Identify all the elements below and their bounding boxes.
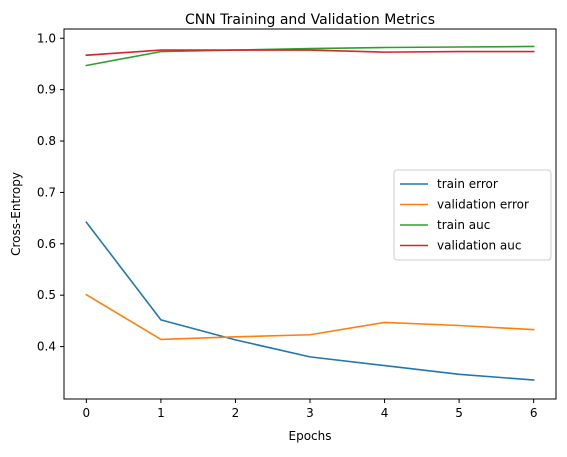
y-tick-label: 0.7: [37, 185, 56, 199]
x-axis: 0 1 2 3 4 5 6: [83, 399, 538, 420]
series-line-train-error: [85, 221, 535, 381]
series-line-validation-auc: [85, 49, 535, 57]
legend-items: train error validation error train auc vali…: [400, 177, 529, 253]
legend-label-validation-error: validation error: [437, 198, 529, 212]
legend-label-validation-auc: validation auc: [437, 239, 521, 253]
series-layer: [85, 45, 535, 381]
y-tick-label: 0.8: [37, 134, 56, 148]
legend-box: [393, 169, 552, 261]
x-tick-label: 3: [306, 406, 314, 420]
y-tick-label: 0.4: [37, 340, 56, 354]
series-line-validation-error: [85, 293, 535, 341]
y-tick-label: 0.5: [37, 288, 56, 302]
y-tick-label: 1.0: [37, 31, 56, 45]
y-tick-label: 0.6: [37, 237, 56, 251]
x-tick-label: 2: [232, 406, 240, 420]
legend-label-train-auc: train auc: [437, 218, 490, 232]
x-axis-label: Epochs: [289, 429, 332, 443]
x-tick-label: 6: [530, 406, 538, 420]
series-line-train-auc: [85, 45, 535, 67]
x-tick-label: 0: [83, 406, 91, 420]
y-axis-label: Cross-Entropy: [9, 172, 23, 256]
y-axis: 0.4 0.5 0.6 0.7 0.8 0.9 1.0: [37, 31, 64, 354]
y-tick-label: 0.9: [37, 83, 56, 97]
legend-label-train-error: train error: [437, 177, 498, 191]
chart-title: CNN Training and Validation Metrics: [185, 12, 435, 28]
legend: train error validation error train auc vali…: [393, 169, 552, 261]
x-tick-label: 4: [381, 406, 389, 420]
x-tick-label: 1: [157, 406, 165, 420]
x-tick-label: 5: [455, 406, 463, 420]
